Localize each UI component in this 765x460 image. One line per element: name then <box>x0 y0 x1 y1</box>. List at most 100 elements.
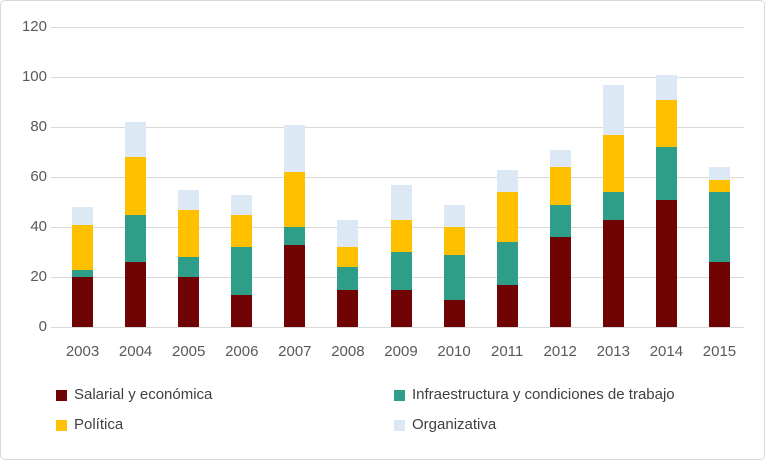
bar-segment <box>655 147 677 200</box>
bar-segment <box>72 224 94 270</box>
bar-segment <box>72 269 94 277</box>
bar-segment <box>549 204 571 237</box>
bar-segment <box>708 262 730 327</box>
bar-segment <box>602 219 624 327</box>
bar-segment <box>549 149 571 167</box>
bar-segment <box>72 277 94 327</box>
bar-segment <box>496 169 518 192</box>
bar-segment <box>231 294 253 327</box>
x-tick-label: 2014 <box>649 343 684 360</box>
gridline-y-60 <box>51 177 744 178</box>
y-tick-label: 20 <box>30 268 47 285</box>
gridline-y-80 <box>51 127 744 128</box>
legend-swatch-icon <box>56 419 67 431</box>
bar-2011 <box>496 169 518 327</box>
x-tick-label: 2013 <box>596 343 630 360</box>
bar-segment <box>496 192 518 242</box>
bar-2014 <box>655 74 677 327</box>
bar-2004 <box>125 122 147 327</box>
bar-segment <box>655 74 677 100</box>
legend-swatch-icon <box>56 389 67 401</box>
bar-segment <box>178 189 200 210</box>
bar-2013 <box>602 84 624 327</box>
x-tick-label: 2007 <box>278 343 312 360</box>
x-tick-label: 2005 <box>171 343 206 360</box>
bar-2007 <box>284 124 306 327</box>
x-tick-label: 2012 <box>543 343 577 360</box>
bar-2003 <box>72 207 94 327</box>
bar-segment <box>231 214 253 247</box>
legend-label: Infraestructura y condiciones de trabajo <box>412 386 675 403</box>
bar-segment <box>125 214 147 262</box>
bar-segment <box>390 184 412 220</box>
legend-swatch-icon <box>394 389 405 401</box>
bar-segment <box>496 242 518 285</box>
bar-2008 <box>337 219 359 327</box>
y-tick-label: 0 <box>38 318 47 335</box>
bar-segment <box>178 277 200 327</box>
bar-segment <box>549 237 571 327</box>
x-tick-label: 2010 <box>437 343 471 360</box>
bar-2009 <box>390 184 412 327</box>
y-tick-label: 120 <box>21 18 47 35</box>
legend-label: Salarial y económica <box>74 386 213 403</box>
bar-segment <box>496 284 518 327</box>
legend-swatch-icon <box>394 419 405 431</box>
legend: Salarial y económica Infraestructura y co… <box>56 387 746 433</box>
bar-segment <box>708 192 730 262</box>
y-tick-label: 80 <box>30 118 47 135</box>
bar-2012 <box>549 149 571 327</box>
bar-segment <box>337 289 359 327</box>
bar-segment <box>708 179 730 192</box>
bar-segment <box>231 247 253 295</box>
bar-segment <box>655 99 677 147</box>
bar-2005 <box>178 189 200 327</box>
x-tick-label: 2003 <box>65 343 100 360</box>
bar-segment <box>390 289 412 327</box>
bar-segment <box>443 227 465 255</box>
bar-segment <box>390 252 412 290</box>
bar-segment <box>443 254 465 300</box>
x-tick-label: 2011 <box>491 343 524 360</box>
bar-2010 <box>443 204 465 327</box>
bar-2015 <box>708 167 730 327</box>
bar-segment <box>284 124 306 172</box>
bar-segment <box>602 192 624 220</box>
bar-segment <box>602 84 624 135</box>
bar-segment <box>337 247 359 267</box>
bar-segment <box>231 194 253 215</box>
bar-segment <box>443 299 465 327</box>
x-tick-label: 2008 <box>331 343 365 360</box>
y-tick-label: 40 <box>30 218 47 235</box>
y-tick-label: 100 <box>21 68 47 85</box>
bar-segment <box>178 209 200 257</box>
gridline-y-0 <box>51 327 744 328</box>
bar-segment <box>443 204 465 227</box>
bar-segment <box>178 257 200 277</box>
legend-label: Política <box>74 416 124 433</box>
bar-segment <box>125 262 147 327</box>
bar-segment <box>708 167 730 180</box>
y-tick-label: 60 <box>30 168 47 185</box>
x-tick-label: 2009 <box>384 343 418 360</box>
bar-segment <box>284 227 306 245</box>
bar-segment <box>655 199 677 327</box>
bar-segment <box>284 172 306 227</box>
bar-segment <box>284 244 306 327</box>
legend-item: Organizativa <box>394 417 746 433</box>
bar-2006 <box>231 194 253 327</box>
x-tick-label: 2006 <box>225 343 259 360</box>
gridline-y-100 <box>51 77 744 78</box>
bar-segment <box>72 207 94 225</box>
bar-segment <box>602 134 624 192</box>
bar-segment <box>125 122 147 157</box>
bar-segment <box>337 219 359 247</box>
legend-item: Infraestructura y condiciones de trabajo <box>394 387 746 403</box>
bar-segment <box>390 219 412 252</box>
legend-item: Política <box>56 417 394 433</box>
bar-segment <box>549 167 571 205</box>
bar-segment <box>337 267 359 290</box>
legend-item: Salarial y económica <box>56 387 394 403</box>
